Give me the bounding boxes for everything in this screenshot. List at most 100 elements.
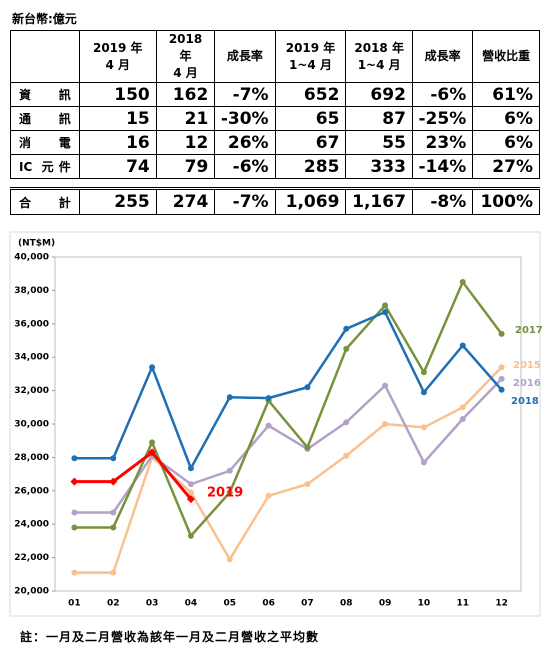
revenue-table: 2019 年 4 月 2018 年 4 月 成長率 2019 年 1~4 月 2018 年 1~… — [10, 30, 540, 215]
value-cell: 692 — [345, 82, 413, 107]
x-tick-label: 10 — [418, 599, 431, 609]
point — [110, 569, 117, 576]
point — [70, 477, 79, 486]
value-cell: -14% — [411, 154, 474, 179]
point — [187, 481, 194, 488]
series-line — [74, 450, 193, 501]
y-tick-label: 34,000 — [14, 353, 49, 363]
point — [420, 459, 427, 466]
point — [459, 415, 466, 422]
value-cell: 15 — [78, 106, 157, 131]
point — [498, 386, 505, 393]
value-cell: -6% — [411, 82, 474, 107]
point — [110, 455, 117, 462]
point — [226, 394, 233, 401]
point — [498, 375, 505, 382]
value-cell: 61% — [472, 82, 540, 107]
point — [186, 495, 195, 504]
point — [226, 489, 233, 496]
point — [71, 569, 78, 576]
table-row: 資 訊 150 162 -7% 652 692 -6% 61% — [10, 82, 540, 107]
header-cell: 營收比重 — [472, 30, 540, 83]
value-cell: -7% — [214, 82, 276, 107]
value-cell: 23% — [411, 130, 474, 155]
header-cell: 成長率 — [214, 30, 276, 83]
header-text: 2018 年 — [168, 32, 203, 63]
point — [382, 421, 389, 427]
header-text: 4 月 — [173, 66, 198, 80]
point — [382, 302, 389, 309]
series-line — [74, 378, 503, 514]
header-cell: 成長率 — [411, 30, 474, 83]
chart-frame — [9, 231, 541, 617]
value-cell: 67 — [274, 130, 347, 155]
unit-label: 新台幣:億元 — [12, 12, 77, 26]
row-label: 資 訊 — [10, 82, 80, 107]
point — [71, 509, 78, 516]
y-tick-label: 28,000 — [14, 453, 49, 463]
series-label: 2015 — [513, 360, 541, 371]
x-tick-label: 05 — [223, 599, 236, 609]
point — [304, 444, 311, 451]
header-text: 4 月 — [105, 57, 131, 72]
header-cell: 2019 年 4 月 — [78, 30, 157, 83]
y-tick-label: 30,000 — [14, 420, 49, 430]
footnote: 註：一月及二月營收為該年一月及二月營收之平均數 — [20, 630, 320, 644]
value-cell: 333 — [345, 154, 413, 179]
row-label: IC 元件 — [10, 154, 80, 179]
chart: (NT$M) 20,000 22,000 24,000 26,000 28,000 30,… — [9, 231, 543, 617]
value-cell: 16 — [78, 130, 157, 155]
point — [420, 389, 427, 396]
point — [110, 509, 117, 516]
point — [382, 309, 389, 316]
x-tick-label: 09 — [379, 599, 392, 609]
x-tick-label: 02 — [107, 599, 120, 609]
header-text: 成長率 — [424, 49, 461, 63]
series-label: 2018 — [511, 396, 539, 407]
point — [110, 524, 117, 531]
y-tick-label: 26,000 — [14, 486, 49, 496]
point — [498, 364, 505, 371]
value-cell: -25% — [411, 106, 474, 131]
row-label: 通 訊 — [10, 106, 80, 131]
header-text: 成長率 — [226, 49, 263, 63]
point — [459, 404, 466, 411]
header-text: 1~4 月 — [289, 57, 332, 72]
header-cell: 2018 年 1~4 月 — [345, 30, 413, 83]
point — [109, 477, 118, 486]
value-cell: 285 — [274, 154, 347, 179]
point — [226, 556, 233, 563]
corner-cell — [10, 30, 80, 83]
series-line — [74, 310, 503, 472]
series-label: 2017 — [515, 325, 543, 336]
point — [265, 422, 272, 429]
point — [148, 448, 157, 457]
value-cell: 74 — [78, 154, 157, 179]
point — [265, 395, 272, 402]
series-line — [74, 366, 503, 574]
value-cell: 1,069 — [274, 187, 347, 215]
value-cell: 26% — [214, 130, 276, 155]
table-row: 合 計 255 274 -7% 1,069 1,167 -8% 100% — [10, 187, 540, 215]
header-text: 營收比重 — [482, 49, 531, 63]
point — [459, 342, 466, 349]
point — [71, 524, 78, 531]
y-tick-label: 40,000 — [14, 253, 49, 263]
point — [382, 382, 389, 389]
series-label: 2019 — [207, 486, 243, 501]
x-tick-label: 06 — [262, 599, 275, 609]
point — [149, 439, 156, 446]
point — [459, 279, 466, 286]
point — [343, 325, 350, 332]
value-cell: 100% — [472, 187, 540, 215]
value-cell: -8% — [411, 187, 474, 215]
value-cell: 652 — [274, 82, 347, 107]
value-cell: -7% — [214, 187, 276, 215]
point — [187, 465, 194, 472]
point — [187, 489, 194, 496]
point — [343, 452, 350, 459]
table-row: 消 電 16 12 26% 67 55 23% 6% — [10, 130, 540, 155]
x-tick-label: 08 — [340, 599, 353, 609]
point — [343, 419, 350, 426]
point — [304, 481, 311, 488]
